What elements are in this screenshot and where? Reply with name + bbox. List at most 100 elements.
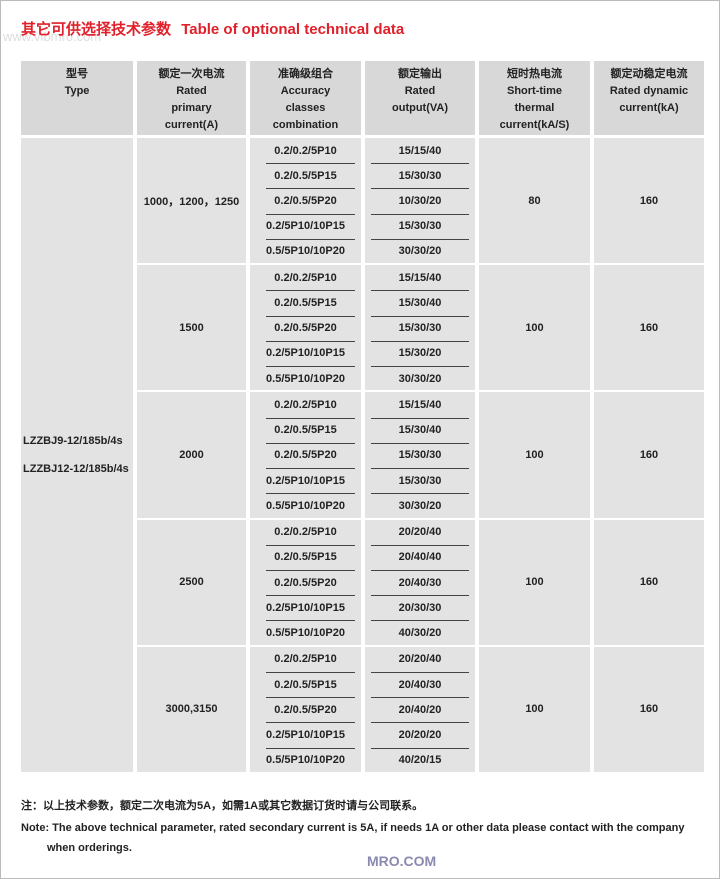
watermark: www.vibmro.com [3, 29, 102, 44]
dynamic-current: 160 [594, 265, 704, 391]
row-divider [266, 697, 355, 699]
row-divider [266, 340, 355, 342]
row-divider [371, 620, 469, 622]
row-divider [266, 493, 355, 495]
row-divider [266, 188, 355, 190]
output: 15/30/30 [398, 449, 442, 462]
output: 40/30/20 [398, 626, 442, 639]
output: 10/30/20 [398, 194, 442, 207]
accuracy-bg [250, 265, 361, 391]
accuracy: 0.2/0.5/5P15 [274, 424, 337, 437]
row-divider [371, 672, 469, 673]
output: 15/30/30 [398, 322, 442, 335]
dynamic-current: 160 [594, 392, 704, 518]
short-time-current: 100 [479, 265, 590, 391]
row-divider [371, 595, 469, 597]
output: 20/40/30 [398, 576, 442, 589]
row-divider [266, 366, 355, 367]
row-divider [371, 340, 469, 342]
output: 15/30/30 [398, 220, 442, 233]
output: 15/30/30 [398, 474, 442, 487]
row-divider [371, 315, 469, 317]
output: 20/40/20 [398, 703, 442, 716]
short-time-current: 80 [479, 138, 590, 264]
row-divider [371, 417, 469, 419]
output-bg [365, 519, 475, 645]
accuracy-bg [250, 646, 361, 772]
accuracy: 0.2/0.5/5P15 [274, 296, 337, 309]
output: 20/20/40 [398, 526, 442, 539]
accuracy: 0.5/5P10/10P20 [266, 372, 345, 385]
row-divider [266, 570, 355, 571]
output: 15/15/40 [398, 398, 442, 411]
row-divider [266, 620, 355, 622]
note-en: Note: The above technical parameter, rat… [21, 822, 685, 854]
row-divider [371, 468, 469, 469]
accuracy: 0.2/0.5/5P20 [274, 194, 337, 207]
accuracy: 0.2/0.5/5P15 [274, 169, 337, 182]
column-header: 额定动稳定电流 Rated dynamic current(kA) [594, 61, 704, 135]
accuracy: 0.2/0.2/5P10 [274, 653, 337, 666]
output: 15/15/40 [398, 144, 442, 157]
output: 30/30/20 [398, 372, 442, 385]
accuracy: 0.2/5P10/10P15 [266, 220, 345, 233]
row-divider [371, 544, 469, 546]
primary-current: 1000，1200，1250 [137, 138, 246, 264]
output-bg [365, 138, 475, 264]
accuracy: 0.2/0.5/5P20 [274, 576, 337, 589]
output: 20/40/40 [398, 551, 442, 564]
row-divider [266, 747, 355, 749]
accuracy: 0.5/5P10/10P20 [266, 754, 345, 767]
title-cn: 其它可供选择技术参数 [21, 21, 172, 38]
accuracy: 0.2/0.5/5P15 [274, 551, 337, 564]
output: 15/30/20 [398, 347, 442, 360]
title: 其它可供选择技术参数 Table of optional technical d… [21, 18, 404, 39]
accuracy-bg [250, 519, 361, 645]
row-divider [266, 722, 355, 724]
row-divider [371, 442, 469, 444]
model: LZZBJ12-12/185b/4s [23, 463, 129, 475]
row-divider [266, 290, 355, 292]
output: 15/15/40 [398, 271, 442, 284]
accuracy: 0.2/5P10/10P15 [266, 347, 345, 360]
primary-current: 3000,3150 [137, 646, 246, 772]
dynamic-current: 160 [594, 646, 704, 772]
output: 20/40/30 [398, 678, 442, 691]
row-divider [371, 697, 469, 699]
row-divider [371, 366, 469, 367]
accuracy: 0.5/5P10/10P20 [266, 499, 345, 512]
column-header: 额定一次电流 Rated primary current(A) [137, 61, 246, 135]
column-header: 额定输出 Rated output(VA) [365, 61, 475, 135]
output: 15/30/40 [398, 296, 442, 309]
accuracy-bg [250, 392, 361, 518]
row-divider [266, 672, 355, 673]
logo: MRO.COM [367, 853, 437, 869]
output-bg [365, 646, 475, 772]
accuracy: 0.2/5P10/10P15 [266, 601, 345, 614]
row-divider [266, 417, 355, 419]
row-divider [266, 544, 355, 546]
accuracy: 0.2/0.2/5P10 [274, 271, 337, 284]
output-bg [365, 265, 475, 391]
row-divider [266, 213, 355, 215]
output: 15/30/30 [398, 169, 442, 182]
column-header: 准确级组合 Accuracy classes combination [250, 61, 361, 135]
column-header: 型号 Type [21, 61, 133, 135]
output: 20/30/30 [398, 601, 442, 614]
accuracy: 0.2/0.2/5P10 [274, 526, 337, 539]
table: 型号 Type 额定一次电流 Rated primary current(A) 准确… [1, 1, 719, 791]
accuracy: 0.2/0.2/5P10 [274, 398, 337, 411]
accuracy: 0.2/0.5/5P15 [274, 678, 337, 691]
row-divider [371, 570, 469, 571]
output: 20/20/20 [398, 728, 442, 741]
accuracy: 0.5/5P10/10P20 [266, 245, 345, 258]
short-time-current: 100 [479, 646, 590, 772]
output-bg [365, 392, 475, 518]
accuracy: 0.2/5P10/10P15 [266, 728, 345, 741]
row-divider [371, 493, 469, 495]
output: 20/20/40 [398, 653, 442, 666]
primary-current: 2500 [137, 519, 246, 645]
row-divider [371, 188, 469, 190]
primary-current: 2000 [137, 392, 246, 518]
